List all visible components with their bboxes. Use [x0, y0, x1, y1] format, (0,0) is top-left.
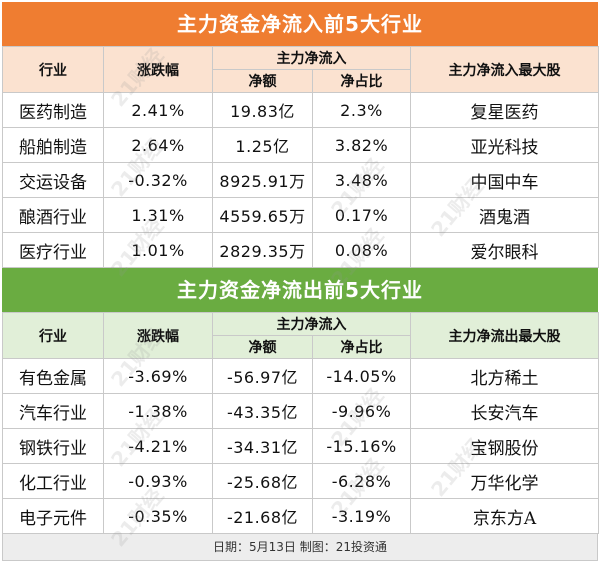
- cell-net-amount: 4559.65万: [212, 197, 313, 233]
- cell-net-ratio: -9.96%: [312, 393, 411, 429]
- header-net-amount: 净额: [212, 335, 313, 359]
- cell-change: 2.41%: [103, 92, 213, 128]
- cell-net-ratio: 3.82%: [312, 127, 411, 163]
- cell-net-amount: 2829.35万: [212, 232, 313, 268]
- table-row: 钢铁行业 -4.21% -34.31亿 -15.16% 宝钢股份: [2, 428, 599, 464]
- cell-industry: 医药制造: [2, 92, 104, 128]
- cell-industry: 汽车行业: [2, 393, 104, 429]
- cell-net-ratio: 3.48%: [312, 162, 411, 198]
- cell-change: 2.64%: [103, 127, 213, 163]
- cell-net-ratio: -6.28%: [312, 463, 411, 499]
- cell-net-ratio: 2.3%: [312, 92, 411, 128]
- inflow-table: 行业 涨跌幅 主力净流入 主力净流入最大股 净额 净占比 医药制造 2.41% 19…: [2, 46, 599, 268]
- cell-top-stock: 爱尔眼科: [410, 232, 599, 268]
- cell-net-ratio: 0.17%: [312, 197, 411, 233]
- cell-top-stock: 宝钢股份: [410, 428, 599, 464]
- table-row: 医疗行业 1.01% 2829.35万 0.08% 爱尔眼科: [2, 232, 599, 268]
- cell-change: -0.93%: [103, 463, 213, 499]
- cell-net-ratio: -3.19%: [312, 498, 411, 534]
- cell-net-amount: -25.68亿: [212, 463, 313, 499]
- cell-change: -0.35%: [103, 498, 213, 534]
- cell-change: -3.69%: [103, 358, 213, 394]
- table-row: 交运设备 -0.32% 8925.91万 3.48% 中国中车: [2, 162, 599, 198]
- table-row: 电子元件 -0.35% -21.68亿 -3.19% 京东方A: [2, 498, 599, 534]
- cell-top-stock: 京东方A: [410, 498, 599, 534]
- header-top-stock: 主力净流出最大股: [410, 312, 599, 359]
- cell-net-amount: -56.97亿: [212, 358, 313, 394]
- cell-net-amount: 1.25亿: [212, 127, 313, 163]
- header-change: 涨跌幅: [103, 46, 213, 93]
- cell-industry: 交运设备: [2, 162, 104, 198]
- cell-change: -1.38%: [103, 393, 213, 429]
- header-top-stock: 主力净流入最大股: [410, 46, 599, 93]
- cell-industry: 医疗行业: [2, 232, 104, 268]
- cell-change: -4.21%: [103, 428, 213, 464]
- header-main-net: 主力净流入: [212, 46, 411, 70]
- cell-change: 1.31%: [103, 197, 213, 233]
- capital-flow-report: 主力资金净流入前5大行业 行业 涨跌幅 主力净流入 主力净流入最大股 净额 净占…: [2, 2, 599, 561]
- cell-net-ratio: -14.05%: [312, 358, 411, 394]
- header-net-amount: 净额: [212, 69, 313, 93]
- table-row: 化工行业 -0.93% -25.68亿 -6.28% 万华化学: [2, 463, 599, 499]
- cell-net-amount: -43.35亿: [212, 393, 313, 429]
- outflow-table: 行业 涨跌幅 主力净流入 主力净流出最大股 净额 净占比 有色金属 -3.69% -…: [2, 312, 599, 534]
- cell-industry: 电子元件: [2, 498, 104, 534]
- outflow-title: 主力资金净流出前5大行业: [2, 268, 598, 312]
- cell-net-amount: -21.68亿: [212, 498, 313, 534]
- cell-top-stock: 亚光科技: [410, 127, 599, 163]
- table-row: 有色金属 -3.69% -56.97亿 -14.05% 北方稀土: [2, 358, 599, 394]
- header-main-net: 主力净流入: [212, 312, 411, 336]
- table-row: 汽车行业 -1.38% -43.35亿 -9.96% 长安汽车: [2, 393, 599, 429]
- cell-top-stock: 酒鬼酒: [410, 197, 599, 233]
- cell-industry: 船舶制造: [2, 127, 104, 163]
- cell-industry: 酿酒行业: [2, 197, 104, 233]
- cell-net-amount: -34.31亿: [212, 428, 313, 464]
- table-row: 医药制造 2.41% 19.83亿 2.3% 复星医药: [2, 92, 599, 128]
- header-net-ratio: 净占比: [312, 69, 411, 93]
- cell-top-stock: 北方稀土: [410, 358, 599, 394]
- cell-industry: 化工行业: [2, 463, 104, 499]
- cell-industry: 钢铁行业: [2, 428, 104, 464]
- cell-change: -0.32%: [103, 162, 213, 198]
- cell-net-amount: 8925.91万: [212, 162, 313, 198]
- cell-net-ratio: 0.08%: [312, 232, 411, 268]
- table-row: 船舶制造 2.64% 1.25亿 3.82% 亚光科技: [2, 127, 599, 163]
- cell-change: 1.01%: [103, 232, 213, 268]
- cell-top-stock: 长安汽车: [410, 393, 599, 429]
- cell-industry: 有色金属: [2, 358, 104, 394]
- cell-top-stock: 中国中车: [410, 162, 599, 198]
- header-net-ratio: 净占比: [312, 335, 411, 359]
- footer-credit: 日期：5月13日 制图：21投资通: [2, 534, 598, 561]
- cell-net-amount: 19.83亿: [212, 92, 313, 128]
- header-change: 涨跌幅: [103, 312, 213, 359]
- cell-top-stock: 复星医药: [410, 92, 599, 128]
- cell-top-stock: 万华化学: [410, 463, 599, 499]
- table-row: 酿酒行业 1.31% 4559.65万 0.17% 酒鬼酒: [2, 197, 599, 233]
- header-industry: 行业: [2, 46, 104, 93]
- inflow-title: 主力资金净流入前5大行业: [2, 2, 598, 46]
- cell-net-ratio: -15.16%: [312, 428, 411, 464]
- header-industry: 行业: [2, 312, 104, 359]
